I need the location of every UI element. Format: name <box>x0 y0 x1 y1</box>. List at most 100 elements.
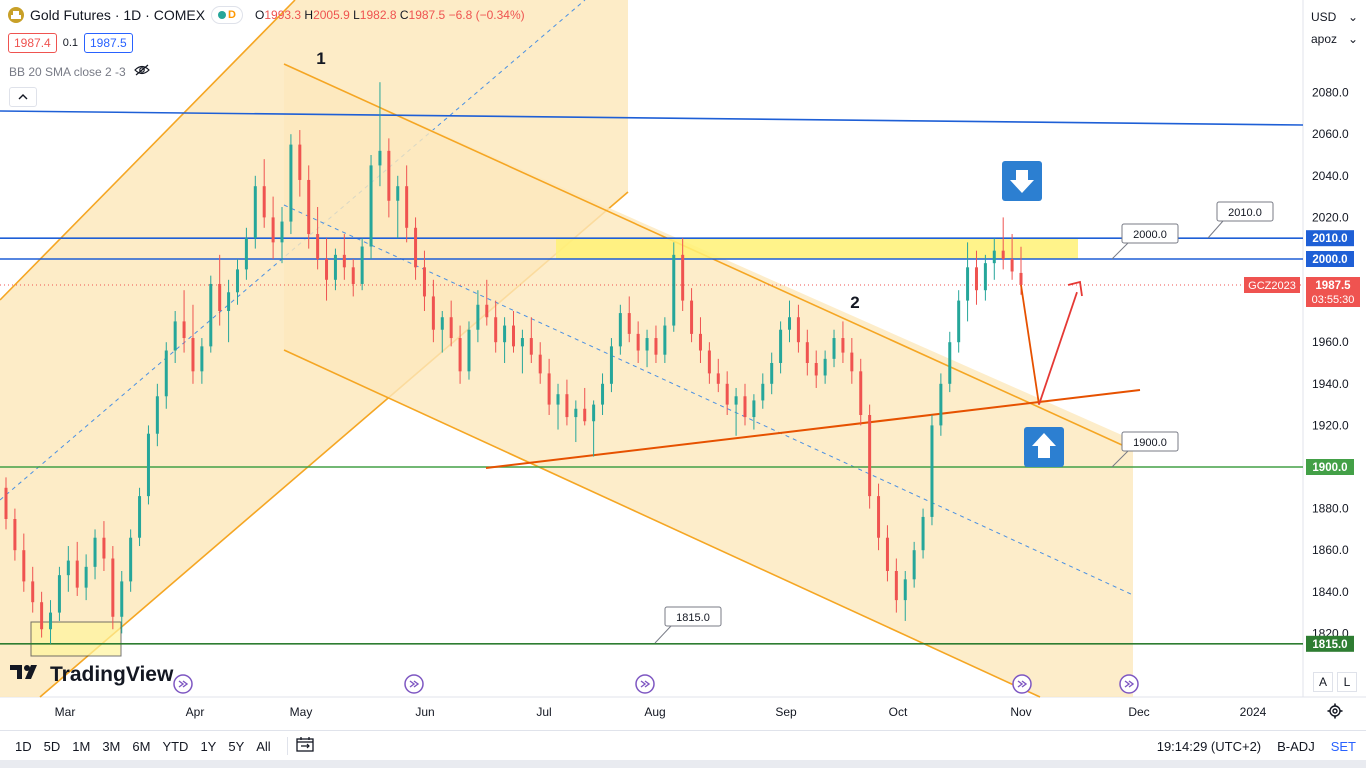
last-price-label: 1987.5 <box>1315 280 1351 292</box>
up-arrow-icon <box>1024 427 1064 467</box>
candle <box>253 175 257 249</box>
candle-body <box>191 338 195 372</box>
timeframe-3m[interactable]: 3M <box>102 738 121 754</box>
adjust-toggle[interactable]: B-ADJ <box>1277 738 1315 754</box>
candle-body <box>983 263 987 291</box>
candle-body <box>351 267 355 284</box>
collapse-legend-button[interactable] <box>9 87 37 107</box>
candle-body <box>894 571 898 601</box>
candle-body <box>316 234 320 259</box>
candle <box>378 82 382 187</box>
candle-body <box>253 186 257 239</box>
down-arrow-icon <box>1002 161 1042 201</box>
bid-price[interactable]: 1987.4 <box>8 33 57 53</box>
calendar-range-icon[interactable] <box>296 736 314 756</box>
candle <box>66 546 70 592</box>
candle-body <box>850 352 854 372</box>
candle <box>503 317 507 363</box>
candle <box>645 329 649 368</box>
timeframe-5d[interactable]: 5D <box>43 738 61 754</box>
timeframe-ytd[interactable]: YTD <box>162 738 189 754</box>
candle-body <box>930 425 934 517</box>
timeframe-1d[interactable]: 1D <box>15 738 32 754</box>
candle-body <box>921 516 925 551</box>
session-toggle[interactable]: SET <box>1330 738 1356 754</box>
candle <box>796 304 800 353</box>
ask-price[interactable]: 1987.5 <box>84 33 133 53</box>
candle-body <box>476 304 480 330</box>
tradingview-logo[interactable]: TradingView <box>10 663 173 687</box>
clock-display[interactable]: 19:14:29 (UTC+2) <box>1156 738 1262 754</box>
callout-label: 2000.0 <box>1133 229 1167 241</box>
price-axis: 1820.01840.01860.01880.01900.01920.01940… <box>1244 86 1360 652</box>
symbol-title[interactable]: Gold Futures · 1D · COMEX <box>30 7 206 23</box>
event-marker-chevrons <box>640 680 651 688</box>
candle <box>618 304 622 355</box>
candle-body <box>885 537 889 571</box>
timeframe-5y[interactable]: 5Y <box>228 738 245 754</box>
candle-body <box>173 321 177 351</box>
timeframe-6m[interactable]: 6M <box>132 738 151 754</box>
market-status-badge[interactable]: D <box>211 6 243 24</box>
candle-body <box>974 267 978 291</box>
time-tick-label: Aug <box>644 705 665 719</box>
candle <box>814 350 818 388</box>
candle-body <box>690 300 694 334</box>
candle-body <box>378 150 382 166</box>
candle <box>716 358 720 393</box>
candle-body <box>877 496 881 538</box>
callout-label: 1900.0 <box>1133 437 1167 449</box>
candle-body <box>796 317 800 343</box>
log-scale-button[interactable]: L <box>1337 672 1357 692</box>
timeframe-1y[interactable]: 1Y <box>200 738 217 754</box>
candle-body <box>841 338 845 353</box>
candle-body <box>716 373 720 384</box>
indicator-legend[interactable]: BB 20 SMA close 2 -3 <box>9 64 150 79</box>
candle <box>948 331 952 393</box>
close-value: 1987.5 <box>408 8 446 22</box>
spread-value: 0.1 <box>62 37 78 49</box>
candle <box>583 387 587 426</box>
eye-hidden-icon[interactable] <box>133 64 150 79</box>
candle <box>280 207 284 264</box>
price-tick-label: 1960.0 <box>1312 335 1349 349</box>
candle-body <box>84 566 88 588</box>
currency-dropdown[interactable]: USD ⌄ <box>1307 6 1362 28</box>
candle <box>49 600 53 644</box>
candle-body <box>431 296 435 330</box>
candle-body <box>538 354 542 374</box>
callout-box <box>1121 223 1179 244</box>
event-marker-chevrons <box>178 680 189 688</box>
candle-body <box>298 144 302 180</box>
candle-body <box>102 537 106 559</box>
unit-dropdown[interactable]: apoz ⌄ <box>1307 28 1362 50</box>
candle <box>422 250 426 311</box>
candle-body <box>654 338 658 355</box>
candle-body <box>698 333 702 351</box>
level-callout: 2010.0 <box>1207 201 1274 239</box>
descending-channel-fill <box>284 64 1133 697</box>
price-axis-tag-label: 1900.0 <box>1312 462 1347 474</box>
currency-selector[interactable]: USD ⌄ apoz ⌄ <box>1307 6 1362 50</box>
candle-body <box>520 338 524 347</box>
event-marker-chevrons <box>409 680 420 688</box>
candle-body <box>672 254 676 326</box>
candle <box>832 329 836 368</box>
gear-icon[interactable] <box>1326 702 1344 720</box>
event-marker-icon <box>635 674 655 694</box>
callout-box <box>1216 201 1274 222</box>
candle <box>788 300 792 343</box>
time-tick-label: Nov <box>1010 705 1031 719</box>
candle <box>262 159 266 228</box>
candle-body <box>912 550 916 580</box>
timeframe-all[interactable]: All <box>256 738 271 754</box>
candle <box>743 383 747 426</box>
auto-scale-button[interactable]: A <box>1313 672 1333 692</box>
timeframe-1m[interactable]: 1M <box>72 738 91 754</box>
candle <box>601 373 605 415</box>
symbol-tag <box>1244 277 1300 293</box>
price-tick-label: 1880.0 <box>1312 502 1349 516</box>
candle-body <box>939 383 943 426</box>
